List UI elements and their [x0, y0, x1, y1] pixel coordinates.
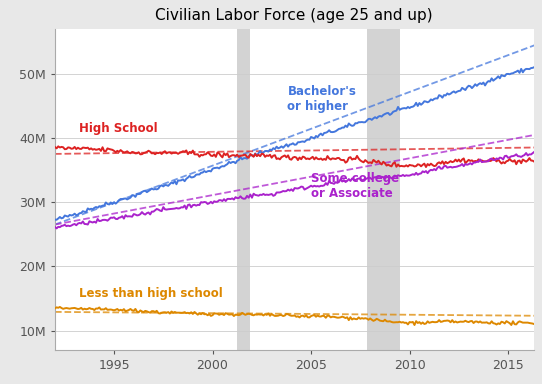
Text: Some college
or Associate: Some college or Associate: [311, 172, 399, 200]
Text: Less than high school: Less than high school: [79, 287, 222, 300]
Bar: [237, 29, 250, 350]
Text: High School: High School: [79, 122, 157, 135]
Text: Bachelor's
or higher: Bachelor's or higher: [287, 85, 356, 113]
Title: Civilian Labor Force (age 25 and up): Civilian Labor Force (age 25 and up): [156, 8, 433, 23]
Bar: [367, 29, 399, 350]
